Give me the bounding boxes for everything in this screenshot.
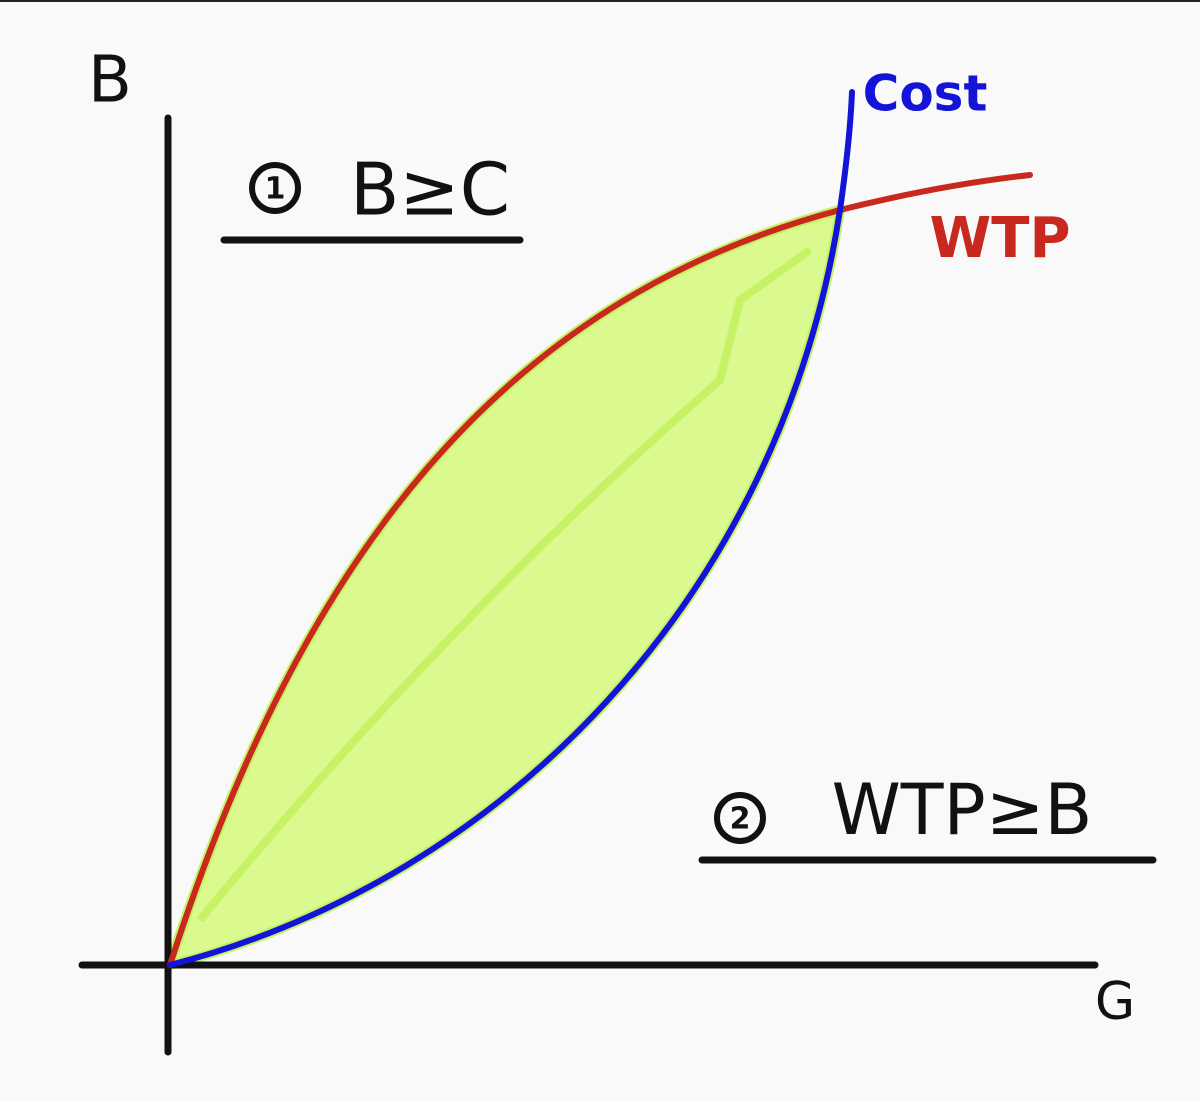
y-axis-label: B — [88, 44, 132, 118]
condition-text: B≥C — [350, 148, 510, 232]
shading-stroke — [196, 246, 813, 923]
condition-badge — [249, 162, 301, 214]
wtp-label: WTP — [929, 206, 1070, 271]
wtp-curve — [167, 172, 1033, 968]
condition-badge — [714, 792, 766, 844]
condition-number: 1 — [265, 172, 286, 207]
cost-curve — [167, 89, 855, 968]
x-axis-label: G — [1095, 972, 1135, 1032]
condition-number: 2 — [730, 802, 751, 837]
condition-text: WTP≥B — [832, 769, 1093, 851]
cost-label: Cost — [863, 65, 988, 123]
